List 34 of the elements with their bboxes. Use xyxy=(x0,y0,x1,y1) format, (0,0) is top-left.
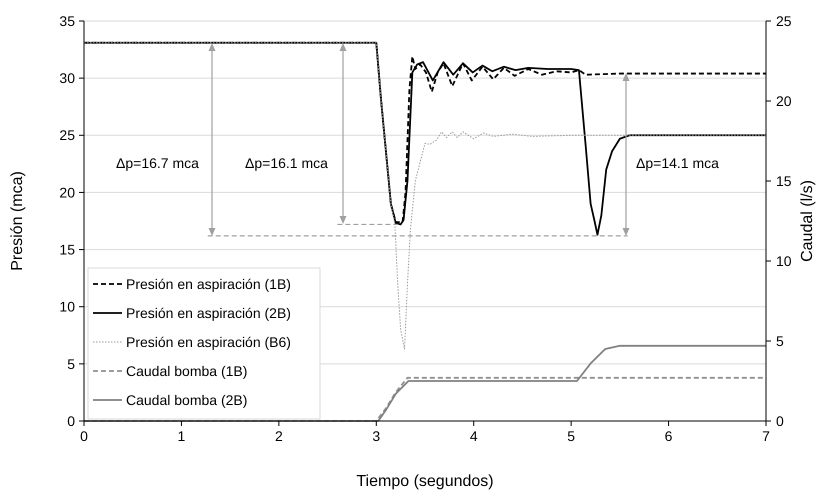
annotation: Δp=16.1 mca xyxy=(245,154,328,171)
y-tick-label: 10 xyxy=(59,298,76,315)
y-tick-label: 35 xyxy=(59,12,76,29)
x-tick-label: 4 xyxy=(470,428,478,444)
x-tick-label: 1 xyxy=(178,428,186,444)
line-series xyxy=(84,42,766,350)
legend-label: Presión en aspiración (1B) xyxy=(126,276,291,292)
y-tick-label: 15 xyxy=(59,241,76,258)
x-tick-label: 7 xyxy=(762,428,770,444)
x-tick-label: 5 xyxy=(567,428,576,444)
legend-label: Caudal bomba (2B) xyxy=(126,392,248,408)
x-tick-label: 0 xyxy=(80,428,88,444)
y2-tick-label: 10 xyxy=(776,252,792,269)
legend-label: Presión en aspiración (2B) xyxy=(126,304,291,321)
y-tick-label: 20 xyxy=(59,184,76,200)
x-tick-label: 2 xyxy=(274,428,283,444)
y-tick-label: 0 xyxy=(67,412,76,429)
y2-tick-label: 25 xyxy=(776,12,792,29)
y-tick-label: 5 xyxy=(67,356,76,372)
y2-tick-label: 0 xyxy=(776,412,784,429)
legend-label: Caudal bomba (1B) xyxy=(126,362,248,379)
y-tick-label: 25 xyxy=(59,127,76,144)
x-tick-label: 6 xyxy=(664,428,673,444)
legend-label: Presión en aspiración (B6) xyxy=(126,334,291,350)
annotation: Δp=16.7 mca xyxy=(116,154,200,171)
x-tick-label: 3 xyxy=(372,428,380,444)
y-tick-label: 30 xyxy=(59,70,76,86)
y2-tick-label: 5 xyxy=(776,332,784,349)
y2-tick-label: 15 xyxy=(776,172,792,189)
y2-axis-title: Caudal (l/s) xyxy=(799,180,816,262)
y2-tick-label: 20 xyxy=(776,92,792,109)
y-axis-title: Presión (mca) xyxy=(9,171,26,271)
annotation: Δp=14.1 mca xyxy=(636,154,720,171)
x-axis-title: Tiempo (segundos) xyxy=(356,473,494,490)
